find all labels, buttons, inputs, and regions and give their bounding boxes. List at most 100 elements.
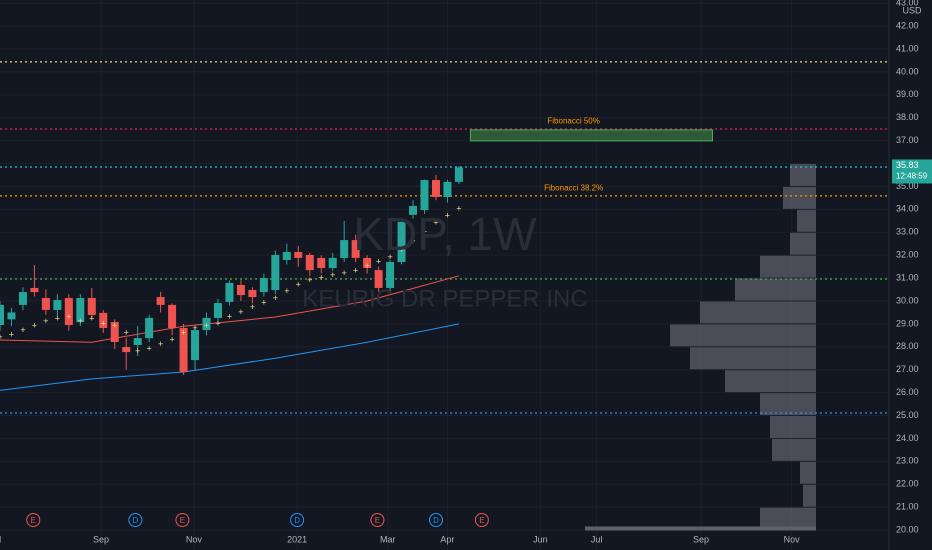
candle-body xyxy=(53,300,62,310)
x-tick-label: Nov xyxy=(784,534,801,544)
annotation: Fibonacci 50% xyxy=(547,116,599,125)
volume-profile-bar xyxy=(797,209,816,232)
sar-dot: + xyxy=(319,272,324,282)
watermark: KDP, 1W xyxy=(353,208,537,260)
sar-dot: + xyxy=(192,323,197,333)
volume-profile-bar xyxy=(770,416,816,438)
sar-dot: + xyxy=(456,204,461,214)
x-tick-label: Jun xyxy=(533,534,548,544)
sar-dot: + xyxy=(387,252,392,262)
volume-profile-bar xyxy=(725,370,816,393)
sar-dot: + xyxy=(445,211,450,221)
y-tick-label: 40.00 xyxy=(896,66,919,76)
event-label: D xyxy=(132,516,138,525)
watermark-sub: KEURIG DR PEPPER INC xyxy=(302,285,587,312)
sar-dot: + xyxy=(364,261,369,271)
candle-body xyxy=(99,312,108,329)
sar-dot: + xyxy=(101,318,106,328)
event-label: D xyxy=(433,516,439,525)
y-tick-label: 37.00 xyxy=(896,135,919,145)
y-tick-label: 38.00 xyxy=(896,112,919,122)
sar-dot: + xyxy=(9,330,14,340)
sar-dot: + xyxy=(66,311,71,321)
y-tick-label: 34.00 xyxy=(896,204,919,214)
sar-dot: + xyxy=(20,325,25,335)
moving-average xyxy=(0,323,460,391)
sar-dot: + xyxy=(112,321,117,331)
candle-body xyxy=(328,257,337,269)
x-tick-label: Sep xyxy=(93,534,109,544)
sar-dot: + xyxy=(238,307,243,317)
sar-dot: + xyxy=(261,298,266,308)
event-label: E xyxy=(31,516,36,525)
sar-dot: + xyxy=(169,334,174,344)
candle-body xyxy=(225,282,234,302)
x-tick-label: Jul xyxy=(0,534,1,544)
x-tick-label: Jul xyxy=(591,534,603,544)
sar-dot: + xyxy=(433,217,438,227)
y-tick-label: 25.00 xyxy=(896,410,919,420)
sar-dot: + xyxy=(307,275,312,285)
candle-body xyxy=(374,270,383,288)
candle-body xyxy=(305,254,314,271)
sar-dot: + xyxy=(296,279,301,289)
sar-dot: + xyxy=(147,343,152,353)
volume-profile-bar xyxy=(700,301,816,324)
event-label: E xyxy=(479,516,484,525)
volume-profile-bar xyxy=(803,484,816,507)
candle-body xyxy=(397,221,406,263)
volume-profile-bar xyxy=(783,186,816,209)
y-tick-label: 28.00 xyxy=(896,341,919,351)
volume-profile-bar xyxy=(800,461,816,484)
candle-body xyxy=(420,180,429,211)
candle-body xyxy=(340,240,349,258)
sar-dot: + xyxy=(215,318,220,328)
sar-dot: + xyxy=(273,293,278,303)
volume-profile-floor xyxy=(585,526,816,531)
candle-body xyxy=(179,328,188,373)
x-tick-label: Apr xyxy=(440,534,454,544)
sar-dot: + xyxy=(0,332,3,342)
volume-profile-bar xyxy=(735,278,816,301)
candle-body xyxy=(0,304,4,326)
sar-dot: + xyxy=(78,316,83,326)
event-marker xyxy=(370,513,385,527)
candle-body xyxy=(259,278,268,293)
event-label: E xyxy=(180,516,185,525)
y-tick-label: 43.00 xyxy=(896,0,919,8)
candle-body xyxy=(30,287,39,293)
candle-body xyxy=(202,317,211,331)
sar-dot: + xyxy=(43,316,48,326)
candle-body xyxy=(454,167,463,182)
candle-body xyxy=(110,322,119,343)
sar-dot: + xyxy=(250,302,255,312)
event-marker xyxy=(128,513,143,527)
candle-body xyxy=(18,292,27,305)
candle-body xyxy=(133,338,142,345)
candle-body xyxy=(87,298,96,315)
candle-body xyxy=(282,251,291,260)
sar-dot: + xyxy=(422,227,427,237)
volume-profile-bar xyxy=(790,232,816,255)
volume-profile-bar xyxy=(760,393,816,416)
event-label: E xyxy=(375,516,380,525)
candle-body xyxy=(271,254,280,291)
event-label: D xyxy=(294,516,300,525)
sar-dot: + xyxy=(158,339,163,349)
candle-body xyxy=(64,298,73,326)
sar-dot: + xyxy=(204,321,209,331)
y-tick-label: 26.00 xyxy=(896,387,919,397)
candle-body xyxy=(191,330,200,361)
volume-profile-bar xyxy=(760,507,816,530)
y-tick-label: 23.00 xyxy=(896,456,919,466)
candle-body xyxy=(409,205,418,215)
volume-profile-bar xyxy=(670,324,816,347)
event-marker xyxy=(474,513,489,527)
volume-profile-bar xyxy=(790,164,816,186)
plot: + + + + + + + + + + + + + + + + + + + + + + + + + + + + + + + + + + + + + + + +… xyxy=(0,61,888,531)
volume-profile-bar xyxy=(760,255,816,278)
y-tick-label: 29.00 xyxy=(896,318,919,328)
y-tick-label: 21.00 xyxy=(896,502,919,512)
sar-dot: + xyxy=(124,327,129,337)
sar-dot: + xyxy=(32,321,37,331)
